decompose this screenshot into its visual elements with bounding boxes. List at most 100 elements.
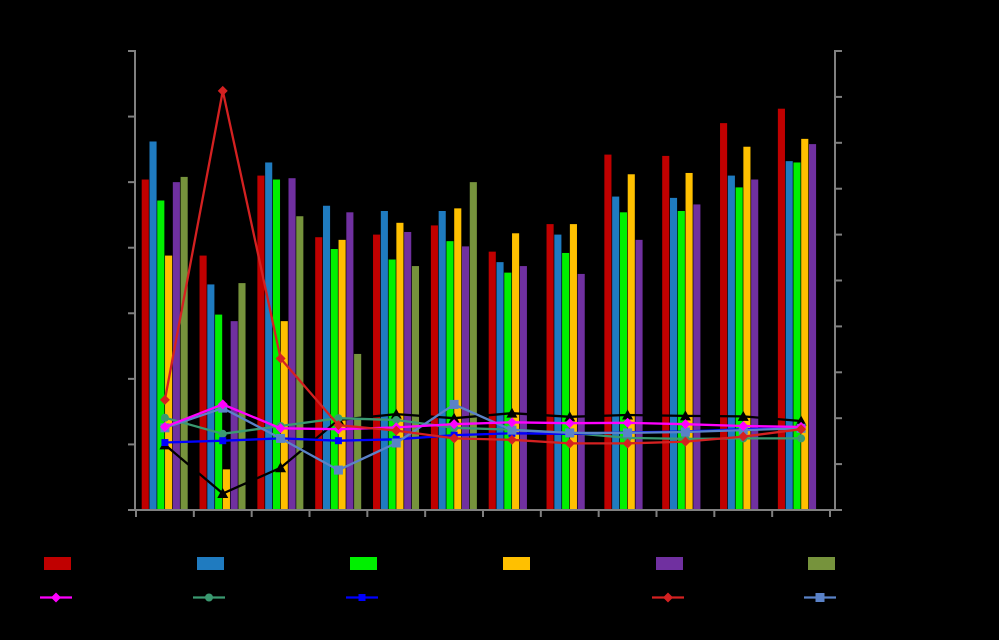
legend-line-crimson: [652, 592, 684, 603]
marker-square: [815, 593, 825, 602]
bars-olive-bar-2: [238, 283, 246, 510]
bars-blue-bar-10: [669, 197, 678, 510]
marker-square: [219, 437, 227, 445]
legend: [40, 557, 836, 603]
bars-purple-bar-2: [230, 321, 238, 510]
bars-dark-red-bar-2: [199, 255, 207, 510]
marker-triangle: [217, 487, 229, 498]
marker-diamond: [796, 424, 807, 435]
bars-blue-bar-2: [207, 284, 215, 510]
bars-orange-bar-10: [685, 172, 693, 510]
marker-triangle: [622, 409, 634, 420]
bars-purple-bar-12: [808, 144, 817, 511]
marker-diamond: [622, 438, 633, 449]
bars-blue: [149, 141, 793, 511]
bars-green-bar-9: [619, 212, 628, 510]
marker-diamond: [680, 436, 691, 447]
bars-purple-bar-6: [461, 246, 470, 510]
marker-square: [680, 427, 690, 437]
bars-olive: [180, 176, 477, 511]
bars-green-bar-6: [446, 241, 454, 510]
bars-olive-bar-4: [354, 353, 362, 510]
marker-square: [391, 438, 401, 448]
line-cornflower-path: [164, 403, 802, 472]
bars-orange: [165, 138, 809, 511]
bars-green-bar-5: [388, 259, 396, 510]
line-sea-green-path: [164, 416, 802, 441]
line-black-path: [164, 412, 802, 495]
marker-triangle: [795, 415, 807, 426]
marker-square: [334, 437, 342, 445]
legend-line-blue: [346, 594, 378, 601]
marker-square: [449, 399, 459, 409]
marker-triangle: [737, 410, 749, 421]
marker-diamond: [506, 434, 517, 445]
bars-green: [157, 162, 801, 511]
bars-olive-bar-5: [411, 266, 420, 510]
bars-purple-bar-9: [635, 239, 643, 510]
marker-diamond: [663, 592, 673, 603]
marker-circle: [797, 434, 806, 443]
marker-square: [333, 465, 343, 475]
bars-purple-bar-7: [519, 266, 527, 510]
marker-square: [623, 428, 633, 438]
line-magenta-path: [164, 403, 802, 431]
bars-dark-red-bar-4: [315, 237, 323, 510]
axes-layer: [128, 50, 842, 517]
marker-diamond: [275, 353, 286, 364]
bars-orange-bar-2: [222, 469, 230, 510]
bars-blue-bar-12: [785, 161, 793, 510]
bars-purple-bar-5: [404, 231, 412, 511]
marker-diamond: [738, 421, 749, 432]
legend-line-magenta: [40, 592, 72, 603]
bars-layer: [141, 108, 817, 511]
legend-bars-blue-swatch: [197, 557, 224, 570]
bars-orange-bar-8: [569, 224, 577, 511]
legend-bars-dark-red-swatch: [44, 557, 71, 570]
bars-dark-red-bar-8: [546, 224, 554, 511]
legend-bars-orange-swatch: [503, 557, 530, 570]
marker-diamond: [449, 419, 460, 430]
bars-blue-bar-6: [438, 210, 446, 511]
legend-bars-green-swatch: [350, 557, 377, 570]
bars-green-bar-8: [562, 252, 570, 510]
marker-circle: [392, 416, 401, 425]
line-crimson: [159, 85, 807, 449]
bars-orange-bar-7: [512, 233, 520, 511]
bars-dark-red-bar-11: [720, 123, 728, 510]
bars-dark-red-bar-12: [777, 108, 785, 510]
bars-blue-bar-9: [612, 196, 620, 510]
bars-orange-bar-11: [743, 146, 751, 511]
bars-green-bar-11: [735, 187, 743, 510]
bars-purple-bar-11: [751, 179, 759, 510]
line-black: [159, 407, 807, 498]
marker-triangle: [506, 407, 518, 418]
bars-green-bar-12: [793, 162, 801, 510]
bars-dark-red-bar-1: [141, 179, 149, 510]
marker-diamond: [622, 417, 633, 428]
legend-line-black: [499, 592, 531, 602]
bars-dark-red-bar-6: [430, 225, 438, 511]
legend-bars-olive-swatch: [808, 557, 835, 570]
marker-triangle: [509, 592, 521, 602]
marker-square: [276, 433, 286, 443]
marker-diamond: [217, 399, 228, 410]
lines-layer: [159, 85, 807, 498]
marker-diamond: [738, 431, 749, 442]
bars-orange-bar-9: [627, 174, 635, 510]
bars-dark-red-bar-5: [373, 234, 381, 510]
marker-circle: [218, 429, 227, 438]
bars-blue-bar-4: [322, 205, 331, 510]
bars-purple-bar-3: [288, 178, 296, 510]
bars-green-bar-4: [330, 249, 338, 510]
marker-circle: [205, 593, 213, 602]
marker-square: [161, 439, 169, 447]
bars-blue-bar-3: [265, 162, 273, 510]
marker-diamond: [159, 394, 170, 405]
bars-green-bar-1: [157, 200, 165, 510]
bars-green-bar-7: [504, 272, 512, 510]
legend-line-sea-green: [193, 593, 225, 602]
bars-purple-bar-10: [693, 204, 701, 510]
